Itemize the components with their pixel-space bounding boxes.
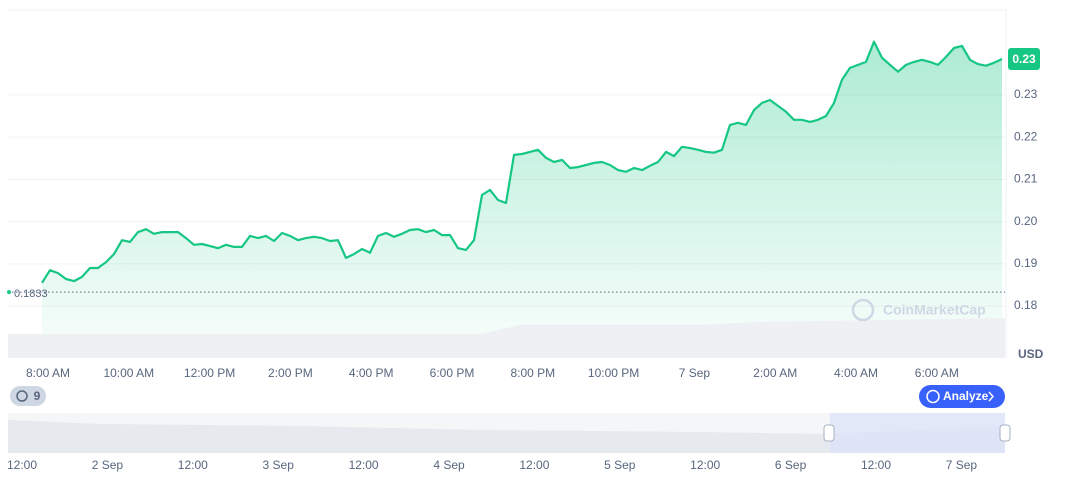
price-line [41,40,1003,284]
area [42,41,1002,358]
navigator-handle[interactable] [999,424,1011,442]
history-count: 9 [34,389,41,403]
history-badge[interactable] [10,386,46,406]
y-tick-label: 0.20 [1014,214,1038,228]
x-tick-label: 12:00 PM [184,366,235,380]
watermark-text: CoinMarketCap [883,302,986,318]
watermark: CoinMarketCap [851,298,986,322]
navigator-tick-label: 3 Sep [263,458,295,472]
x-tick-label: 8:00 PM [510,366,555,380]
x-tick-label: 10:00 PM [588,366,639,380]
navigator-tick-label: 12:00 [178,458,208,472]
x-tick-label: 6:00 PM [430,366,475,380]
navigator-tick-label: 2 Sep [92,458,124,472]
x-tick-label: 6:00 AM [915,366,959,380]
navigator-tick-label: 5 Sep [604,458,636,472]
analyze-chevron [988,391,995,402]
open-price-label: 0.1833 [14,288,48,300]
y-tick-label: 0.22 [1014,129,1038,143]
navigator-tick-label: 12:00 [690,458,720,472]
analyze-button[interactable] [919,385,1005,408]
navigator-tick-label: 12:00 [7,458,37,472]
navigator-tick-label: 12:00 [519,458,549,472]
y-tick-label: 0.18 [1014,298,1038,312]
open-price-dot [7,290,11,295]
navigator-tick-label: 4 Sep [433,458,465,472]
navigator-tick-label: 12:00 [861,458,891,472]
navigator-tick-label: 6 Sep [775,458,807,472]
x-tick-label: 2:00 PM [268,366,313,380]
x-tick-label: 4:00 AM [834,366,878,380]
x-tick-label: 4:00 PM [349,366,394,380]
x-tick-label: 10:00 AM [103,366,154,380]
analyze-label: Analyze [943,389,989,403]
navigator-selection[interactable] [830,413,1005,453]
x-tick-label: 7 Sep [679,366,711,380]
y-tick-label: 0.21 [1014,172,1038,186]
x-tick-label: 8:00 AM [26,366,70,380]
navigator-handle[interactable] [823,424,835,442]
navigator-area [8,420,1005,453]
volume-area [8,318,1005,358]
x-tick-label: 2:00 AM [753,366,797,380]
analyze-icon [926,389,940,404]
navigator-tick-label: 12:00 [349,458,379,472]
navigator-tick-label: 7 Sep [946,458,978,472]
price-tag-label: 0.23 [1012,52,1036,66]
y-tick-label: 0.19 [1014,256,1038,270]
history-icon [16,390,28,402]
y-tick-label: 0.23 [1014,87,1038,101]
price-tag [1008,47,1040,70]
unit-label: USD [1018,347,1044,361]
